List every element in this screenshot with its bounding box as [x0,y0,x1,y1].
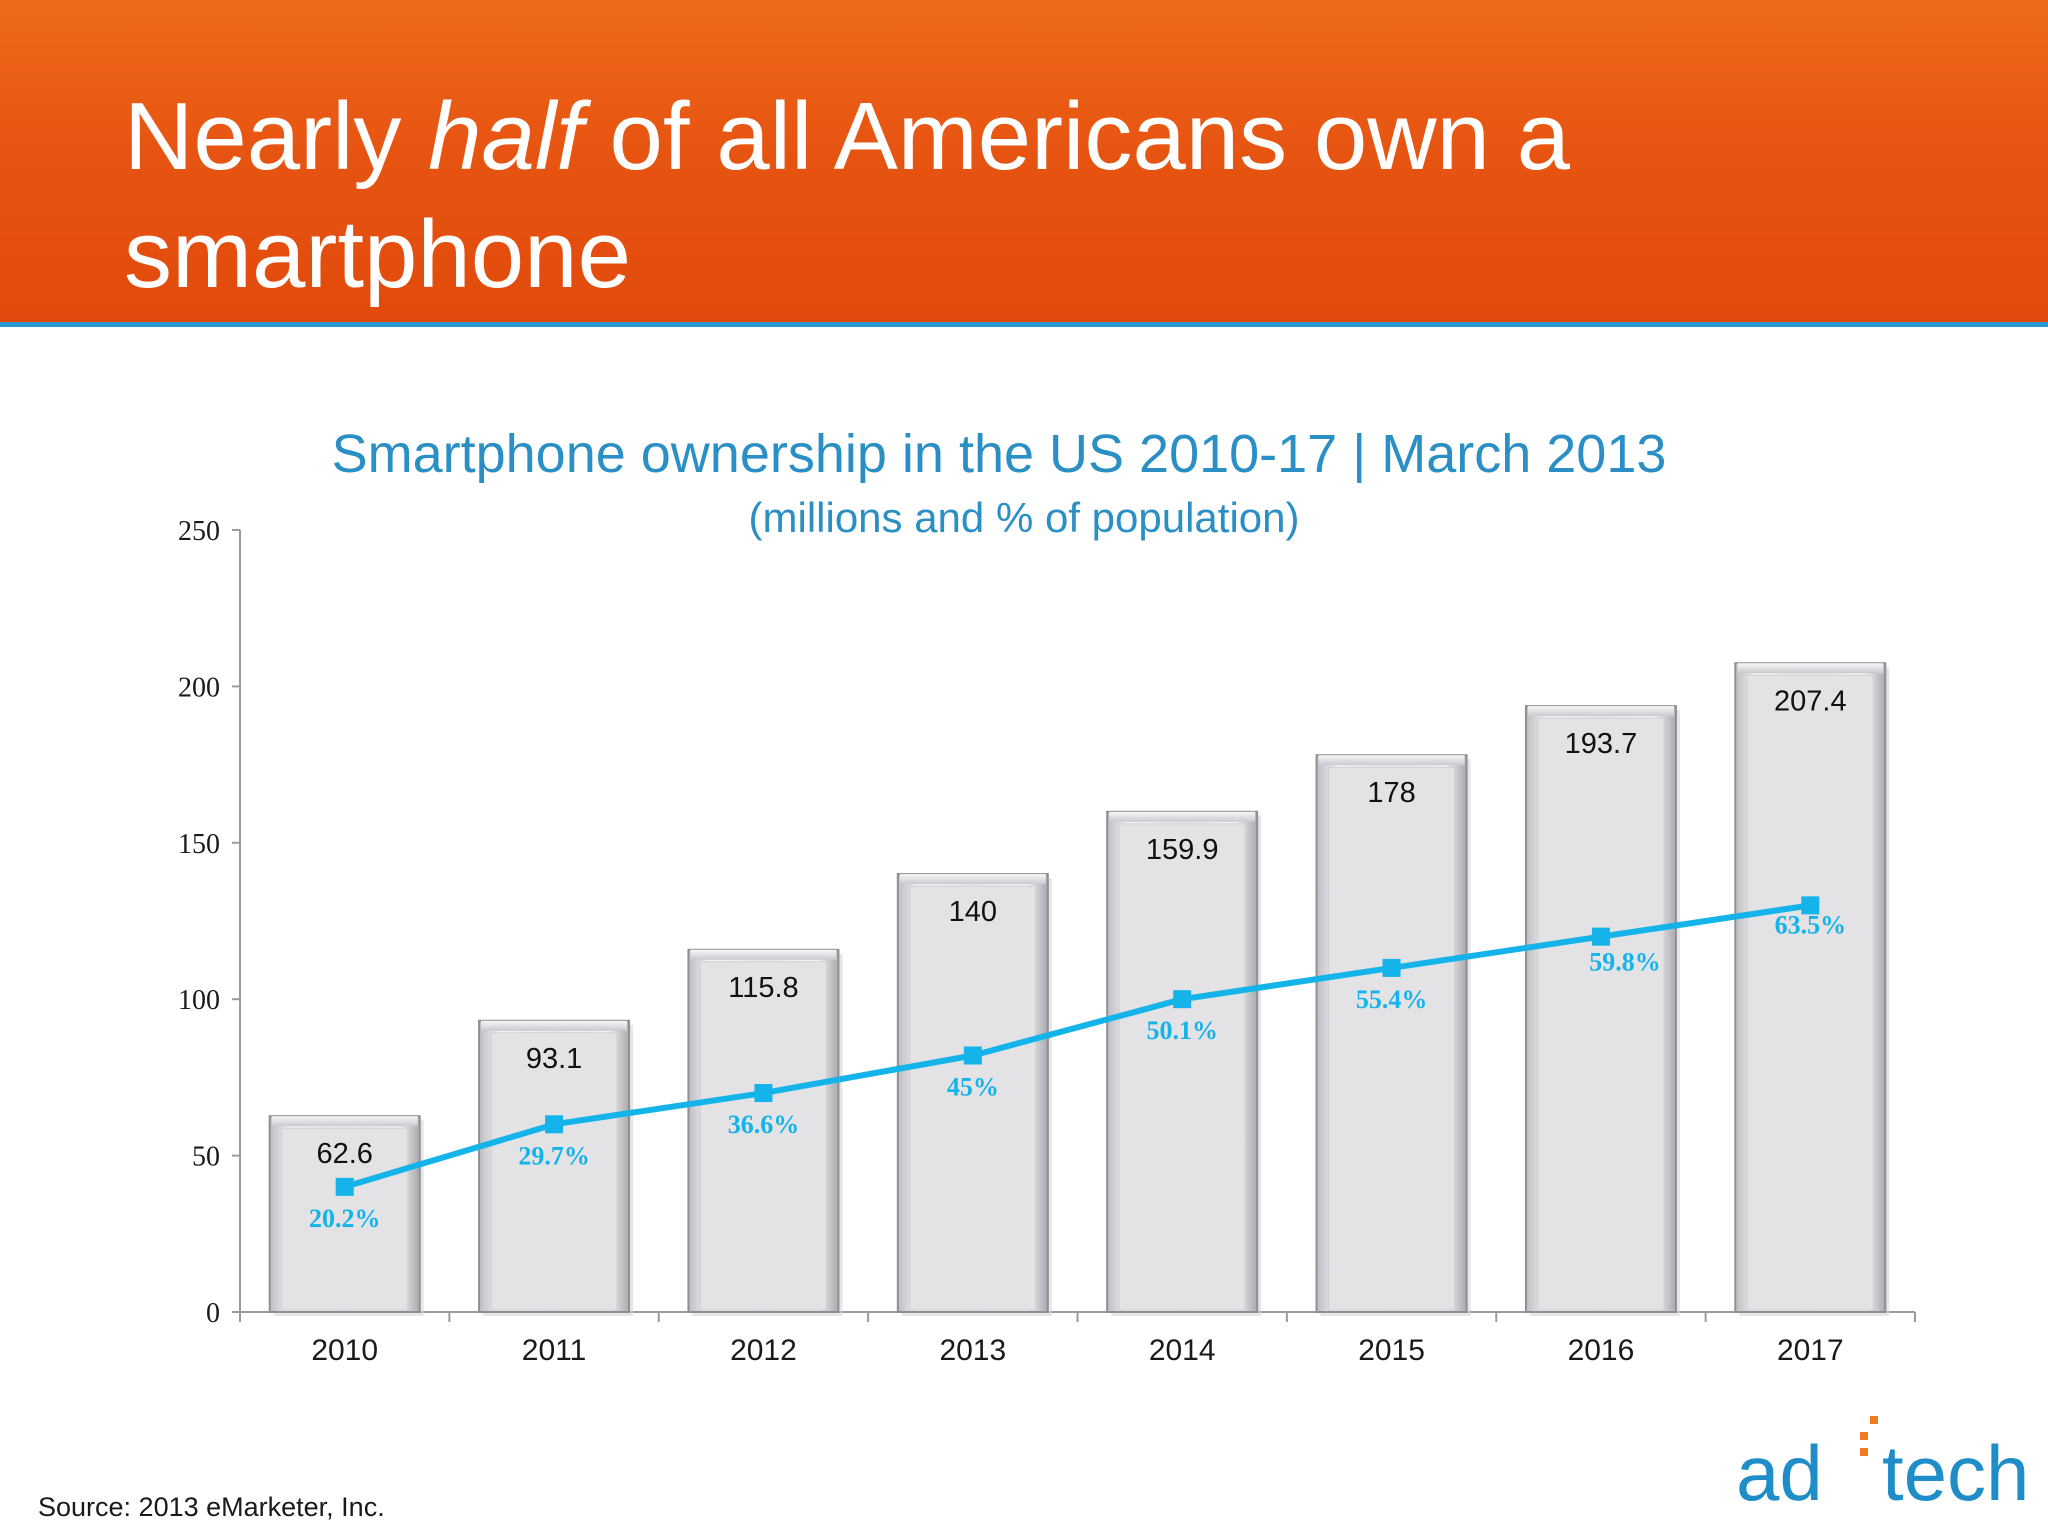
bar-face [1746,674,1874,1311]
bar [1524,705,1680,1316]
slide-title: Nearly half of all Americans own a smartp… [124,78,1924,314]
percent-marker [754,1084,773,1103]
bar-face [281,1127,409,1311]
y-tick-label: 250 [178,516,220,547]
bar-value-label: 140 [949,896,997,928]
bar-face [699,961,827,1311]
y-tick-label: 100 [178,985,220,1016]
y-tick-label: 150 [178,829,220,860]
percent-marker [545,1115,564,1134]
y-tick-label: 0 [206,1298,220,1329]
bar-face [1328,766,1456,1311]
logo-dot [1860,1432,1868,1440]
percent-label: 59.8% [1589,948,1661,977]
bar [896,873,1052,1316]
slide-header: Nearly half of all Americans own a smartp… [0,0,2048,327]
percent-label: 55.4% [1356,985,1428,1014]
x-tick-label: 2014 [1149,1334,1216,1367]
bar-value-label: 159.9 [1146,834,1219,866]
bar-face [490,1032,618,1311]
x-tick-label: 2016 [1568,1334,1635,1367]
smartphone-ownership-chart: 0 50 100 150 200 250 2010 2011 2012 2013 2014 2015 2… [178,516,1916,1367]
title-post: of all Americans own a [582,83,1570,190]
bar-top-bevel [271,1116,418,1127]
percent-line [343,902,1811,1190]
title-line2: smartphone [124,201,631,308]
title-emphasis: half [428,83,583,190]
percent-marker [1173,990,1192,1009]
bar-top-bevel [1527,706,1674,717]
percent-label: 29.7% [518,1141,590,1170]
x-tick-label: 2011 [522,1334,587,1367]
bar-face [1537,717,1665,1311]
bar-series [268,662,1890,1316]
percent-label: 36.6% [728,1110,800,1139]
bar [1315,754,1471,1316]
bar-top-bevel [899,874,1046,885]
percent-label: 63.5% [1775,910,1847,939]
bar [478,1019,634,1316]
bar-value-label: 62.6 [316,1138,372,1170]
source-note: Source: 2013 eMarketer, Inc. [38,1492,385,1522]
percent-label: 50.1% [1146,1016,1218,1045]
bar [268,1115,424,1316]
bar-face [909,885,1037,1311]
logo-dot [1870,1416,1878,1424]
bar-top-bevel [1318,755,1465,766]
logo-text-right: tech [1882,1429,2029,1517]
bar-value-label: 115.8 [728,972,798,1004]
logo-text-left: ad [1736,1429,1823,1517]
bar-top-bevel [1109,811,1256,822]
bar [1734,662,1890,1316]
x-tick-label: 2010 [311,1334,378,1367]
title-pre: Nearly [124,83,429,190]
adtech-logo: ad tech [1736,1416,2029,1517]
y-tick-label: 50 [192,1142,220,1173]
bar [1106,810,1262,1316]
percent-label: 20.2% [309,1204,381,1233]
percent-line-series [335,896,1820,1196]
chart-title: Smartphone ownership in the US 2010-17 |… [331,424,1667,484]
chart-subtitle: (millions and % of population) [748,494,1300,541]
bar-value-label: 93.1 [526,1043,582,1075]
x-tick-label: 2017 [1777,1334,1844,1367]
data-labels: 62.6 93.1 115.8 140 159.9 178 193.7 207.4 20.2% 2… [309,685,1847,1233]
percent-marker [1382,958,1401,977]
x-tick-label: 2013 [939,1334,1006,1367]
percent-marker [1801,896,1820,915]
x-tick-label: 2012 [730,1334,797,1367]
percent-marker [1591,927,1610,946]
percent-label: 45% [947,1073,999,1102]
bar-value-label: 207.4 [1774,685,1847,717]
y-tick-label: 200 [178,672,220,703]
bar-top-bevel [1737,663,1884,674]
percent-marker [963,1046,982,1065]
bar-face [1118,823,1246,1311]
x-tick-label: 2015 [1358,1334,1425,1367]
bar-top-bevel [690,949,837,960]
percent-marker [335,1177,354,1196]
bar-value-label: 178 [1367,777,1415,809]
bar-top-bevel [481,1020,628,1031]
bar-value-label: 193.7 [1565,728,1638,760]
bar [687,948,843,1316]
logo-dot [1860,1448,1868,1456]
